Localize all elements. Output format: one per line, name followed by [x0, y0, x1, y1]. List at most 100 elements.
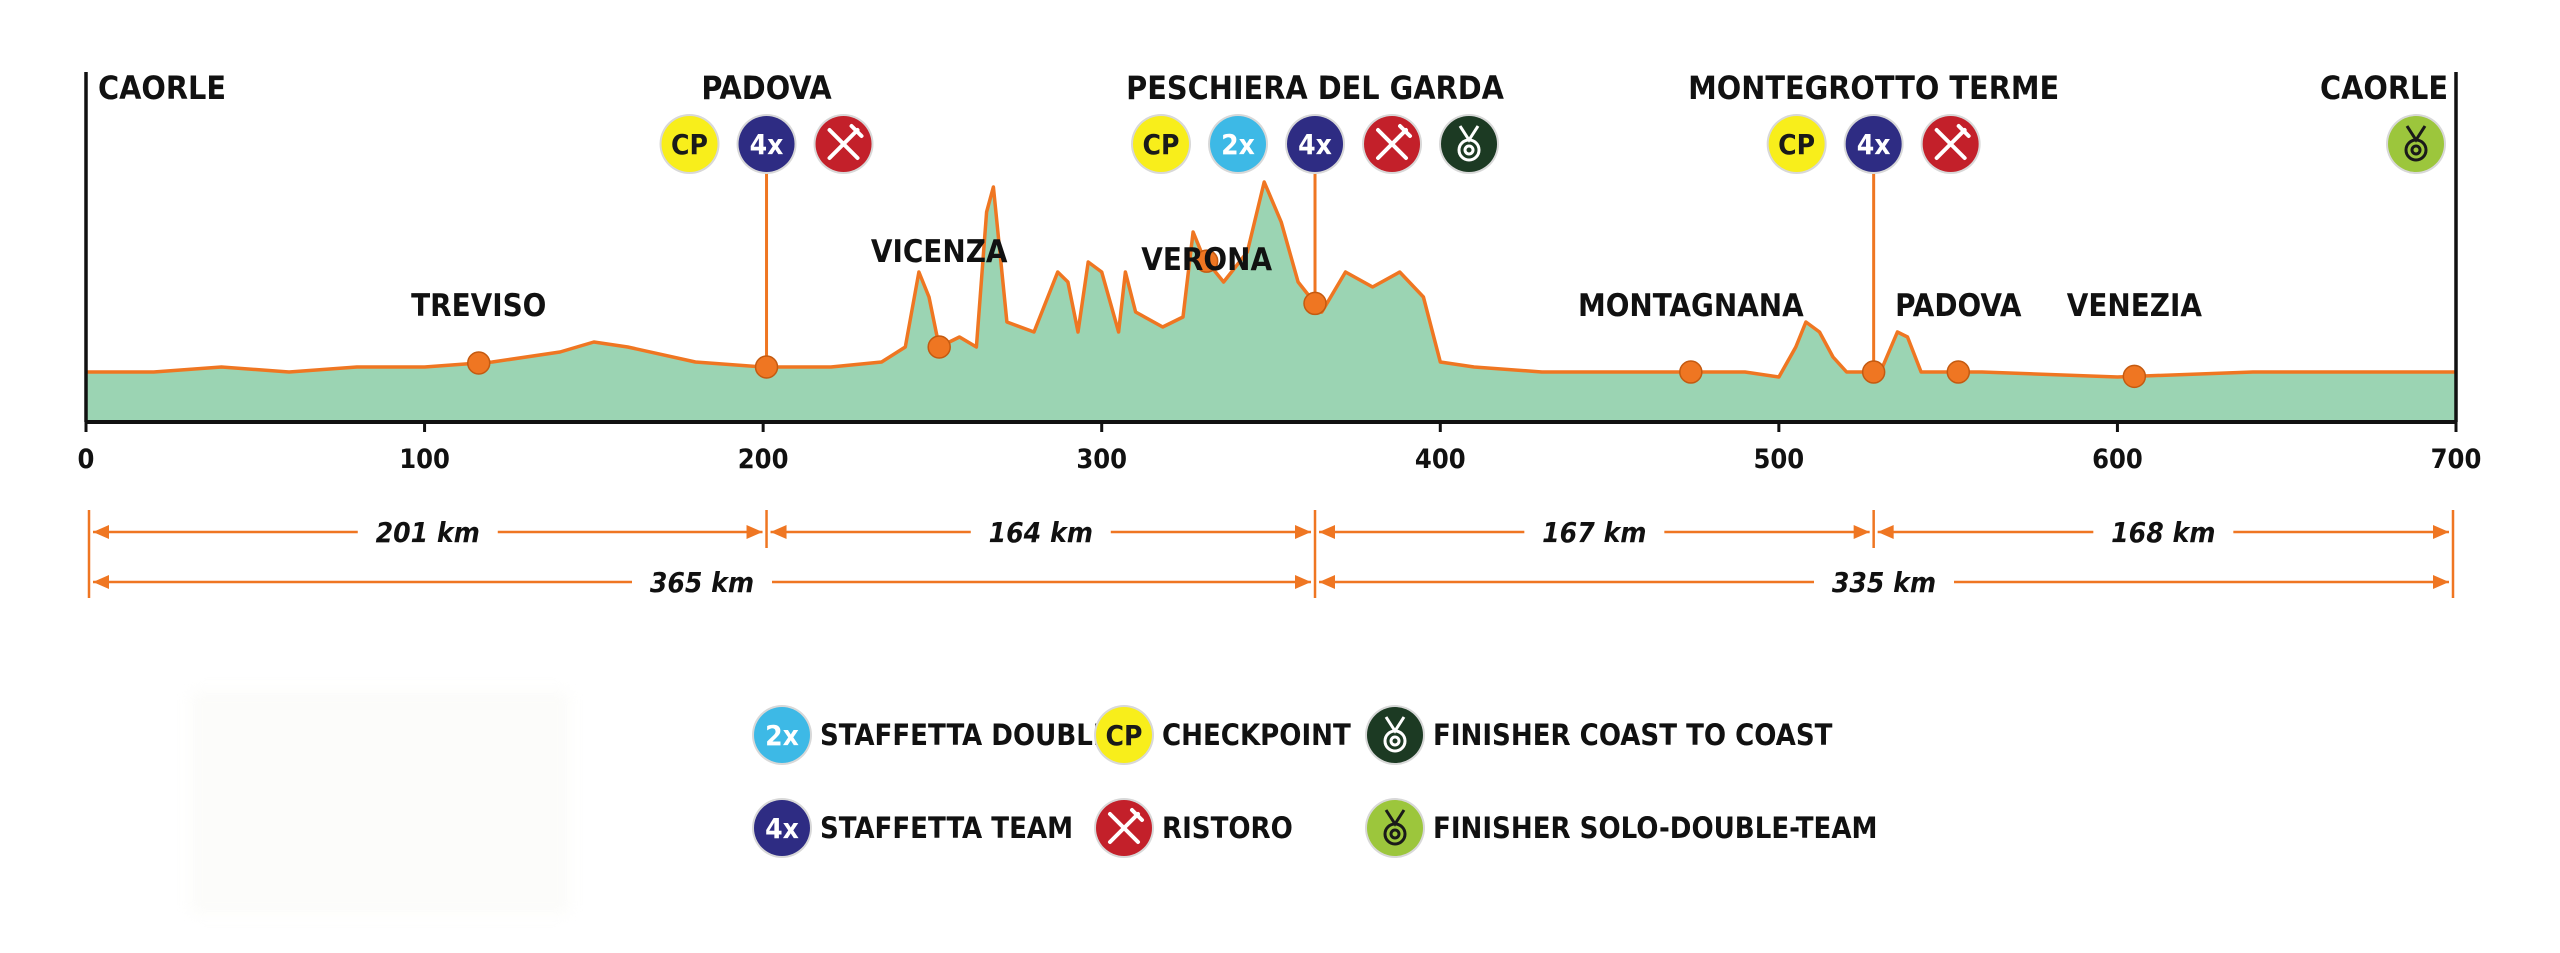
legend-label: RISTORO: [1162, 811, 1293, 845]
badge-circle: [754, 800, 810, 856]
medal-center: [1389, 735, 1401, 747]
legend-item: CP CHECKPOINT: [1094, 705, 1351, 765]
x-tick-label: 100: [399, 444, 450, 475]
finisher-coast-to-coast-badge: [1439, 114, 1500, 174]
ristoro-badge: [1362, 114, 1423, 174]
segment-label: 164 km: [989, 516, 1093, 549]
location-name-top: MONTEGROTTO TERME: [1688, 69, 2059, 107]
badge-circle: [1210, 116, 1267, 172]
fork-handle: [1108, 812, 1140, 844]
segment-arrow-right: [2433, 575, 2449, 589]
route-point-marker: [927, 335, 951, 359]
medal-center: [1463, 144, 1475, 156]
medal-icon: [1383, 716, 1407, 753]
x-tick-label: 300: [1076, 444, 1127, 475]
route-point-marker: [754, 355, 779, 379]
segment-arrow-left: [93, 525, 109, 539]
location-name-top: PESCHIERA DEL GARDA: [1126, 69, 1504, 107]
x-tick-label: 400: [1415, 444, 1466, 475]
medal-icon: [1383, 809, 1407, 846]
badge-text: CP: [671, 128, 708, 161]
blurred-area: [190, 690, 570, 915]
distance-segment: 335 km: [1319, 566, 2449, 599]
route-point-marker: [2122, 364, 2147, 389]
finisher-solo-double-team-badge: [2386, 114, 2446, 174]
badge-circle: [1367, 707, 1423, 763]
location-name-profile: PADOVA: [1895, 288, 2022, 324]
distance-segment: 201 km: [93, 516, 763, 549]
segment-arrow-right: [746, 525, 763, 539]
segment-arrow-left: [1877, 525, 1894, 539]
staffetta-team-badge: 4x: [736, 114, 797, 174]
fork-handle: [827, 128, 860, 160]
location-name-top: CAORLE: [2320, 69, 2448, 107]
medal-icon: [2404, 125, 2428, 162]
staffetta-team-badge: 4x: [1285, 114, 1346, 174]
medal-disc: [1383, 822, 1407, 846]
segment-label: 168 km: [2111, 516, 2215, 549]
badge-circle: [738, 116, 795, 172]
badge-text: CP: [1106, 719, 1143, 752]
x-tick-label: 0: [78, 444, 95, 475]
fork-handle: [1934, 128, 1967, 160]
medal-disc: [1457, 138, 1481, 162]
medal-icon: [1457, 125, 1481, 162]
elevation-profile: [86, 180, 2456, 422]
location-name-profile: TREVISO: [411, 288, 546, 324]
x-tick-label: 200: [738, 444, 789, 475]
x-tick-label: 500: [1753, 444, 1804, 475]
fork-tines: [1130, 808, 1144, 822]
segment-arrow-left: [93, 575, 109, 589]
badge-text: 4x: [1298, 128, 1332, 161]
badge-text: CP: [1778, 128, 1815, 161]
route-point-marker: [466, 351, 491, 375]
ristoro-badge: [1920, 114, 1981, 174]
staffetta-team-legend-badge: 4x: [752, 798, 812, 858]
medal-center: [2410, 144, 2422, 156]
location-name-profile: VICENZA: [871, 234, 1008, 270]
route-point-marker: [1303, 291, 1327, 316]
checkpoint-badge: CP: [659, 114, 720, 174]
badge-text: 4x: [765, 812, 799, 845]
segment-arrow-left: [1319, 575, 1336, 589]
checkpoint-badge: CP: [1766, 114, 1827, 174]
segment-arrow-left: [770, 525, 787, 539]
segment-label: 335 km: [1832, 566, 1936, 599]
location-badges: CP 4x CP 2x 4x CP 4x: [659, 114, 2446, 174]
segment-label: 167 km: [1542, 516, 1646, 549]
badge-circle: [754, 707, 810, 763]
badge-text: 2x: [765, 719, 799, 752]
route-point-marker: [1194, 249, 1219, 273]
fork-tines: [1398, 124, 1413, 138]
medal-disc: [1383, 729, 1407, 753]
staffetta-team-badge: 4x: [1843, 114, 1904, 174]
badge-text: CP: [1143, 128, 1180, 161]
fork-handle: [1376, 128, 1409, 160]
segment-arrow-right: [2433, 525, 2449, 539]
profile-line: [86, 180, 2456, 379]
badge-circle: [1845, 116, 1902, 172]
location-name-top: PADOVA: [701, 69, 832, 107]
segment-arrow-left: [1319, 525, 1336, 539]
badge-circle: [661, 116, 718, 172]
x-tick-label: 600: [2092, 444, 2143, 475]
staffetta-double-badge: 2x: [1208, 114, 1269, 174]
segment-arrow-right: [1295, 525, 1312, 539]
legend-label: FINISHER COAST TO COAST: [1433, 718, 1833, 752]
legend-label: STAFFETTA TEAM: [820, 811, 1073, 845]
medal-center: [1389, 828, 1401, 840]
distance-segment: 164 km: [770, 516, 1312, 549]
finisher-solo-double-team-legend-badge: [1365, 798, 1425, 858]
badge-circle: [1287, 116, 1344, 172]
fork-tines: [849, 124, 864, 138]
legend-label: FINISHER SOLO-DOUBLE-TEAM: [1433, 811, 1878, 845]
distance-segment: 168 km: [1877, 516, 2449, 549]
badge-circle: [1096, 707, 1152, 763]
checkpoint-badge: CP: [1131, 114, 1192, 174]
profile-markers: [466, 172, 2147, 389]
route-point-marker: [1679, 360, 1703, 384]
badge-text: 2x: [1221, 128, 1255, 161]
profile-area: [86, 182, 2456, 422]
legend-item: FINISHER SOLO-DOUBLE-TEAM: [1365, 798, 1878, 858]
staffetta-double-legend-badge: 2x: [752, 705, 812, 765]
